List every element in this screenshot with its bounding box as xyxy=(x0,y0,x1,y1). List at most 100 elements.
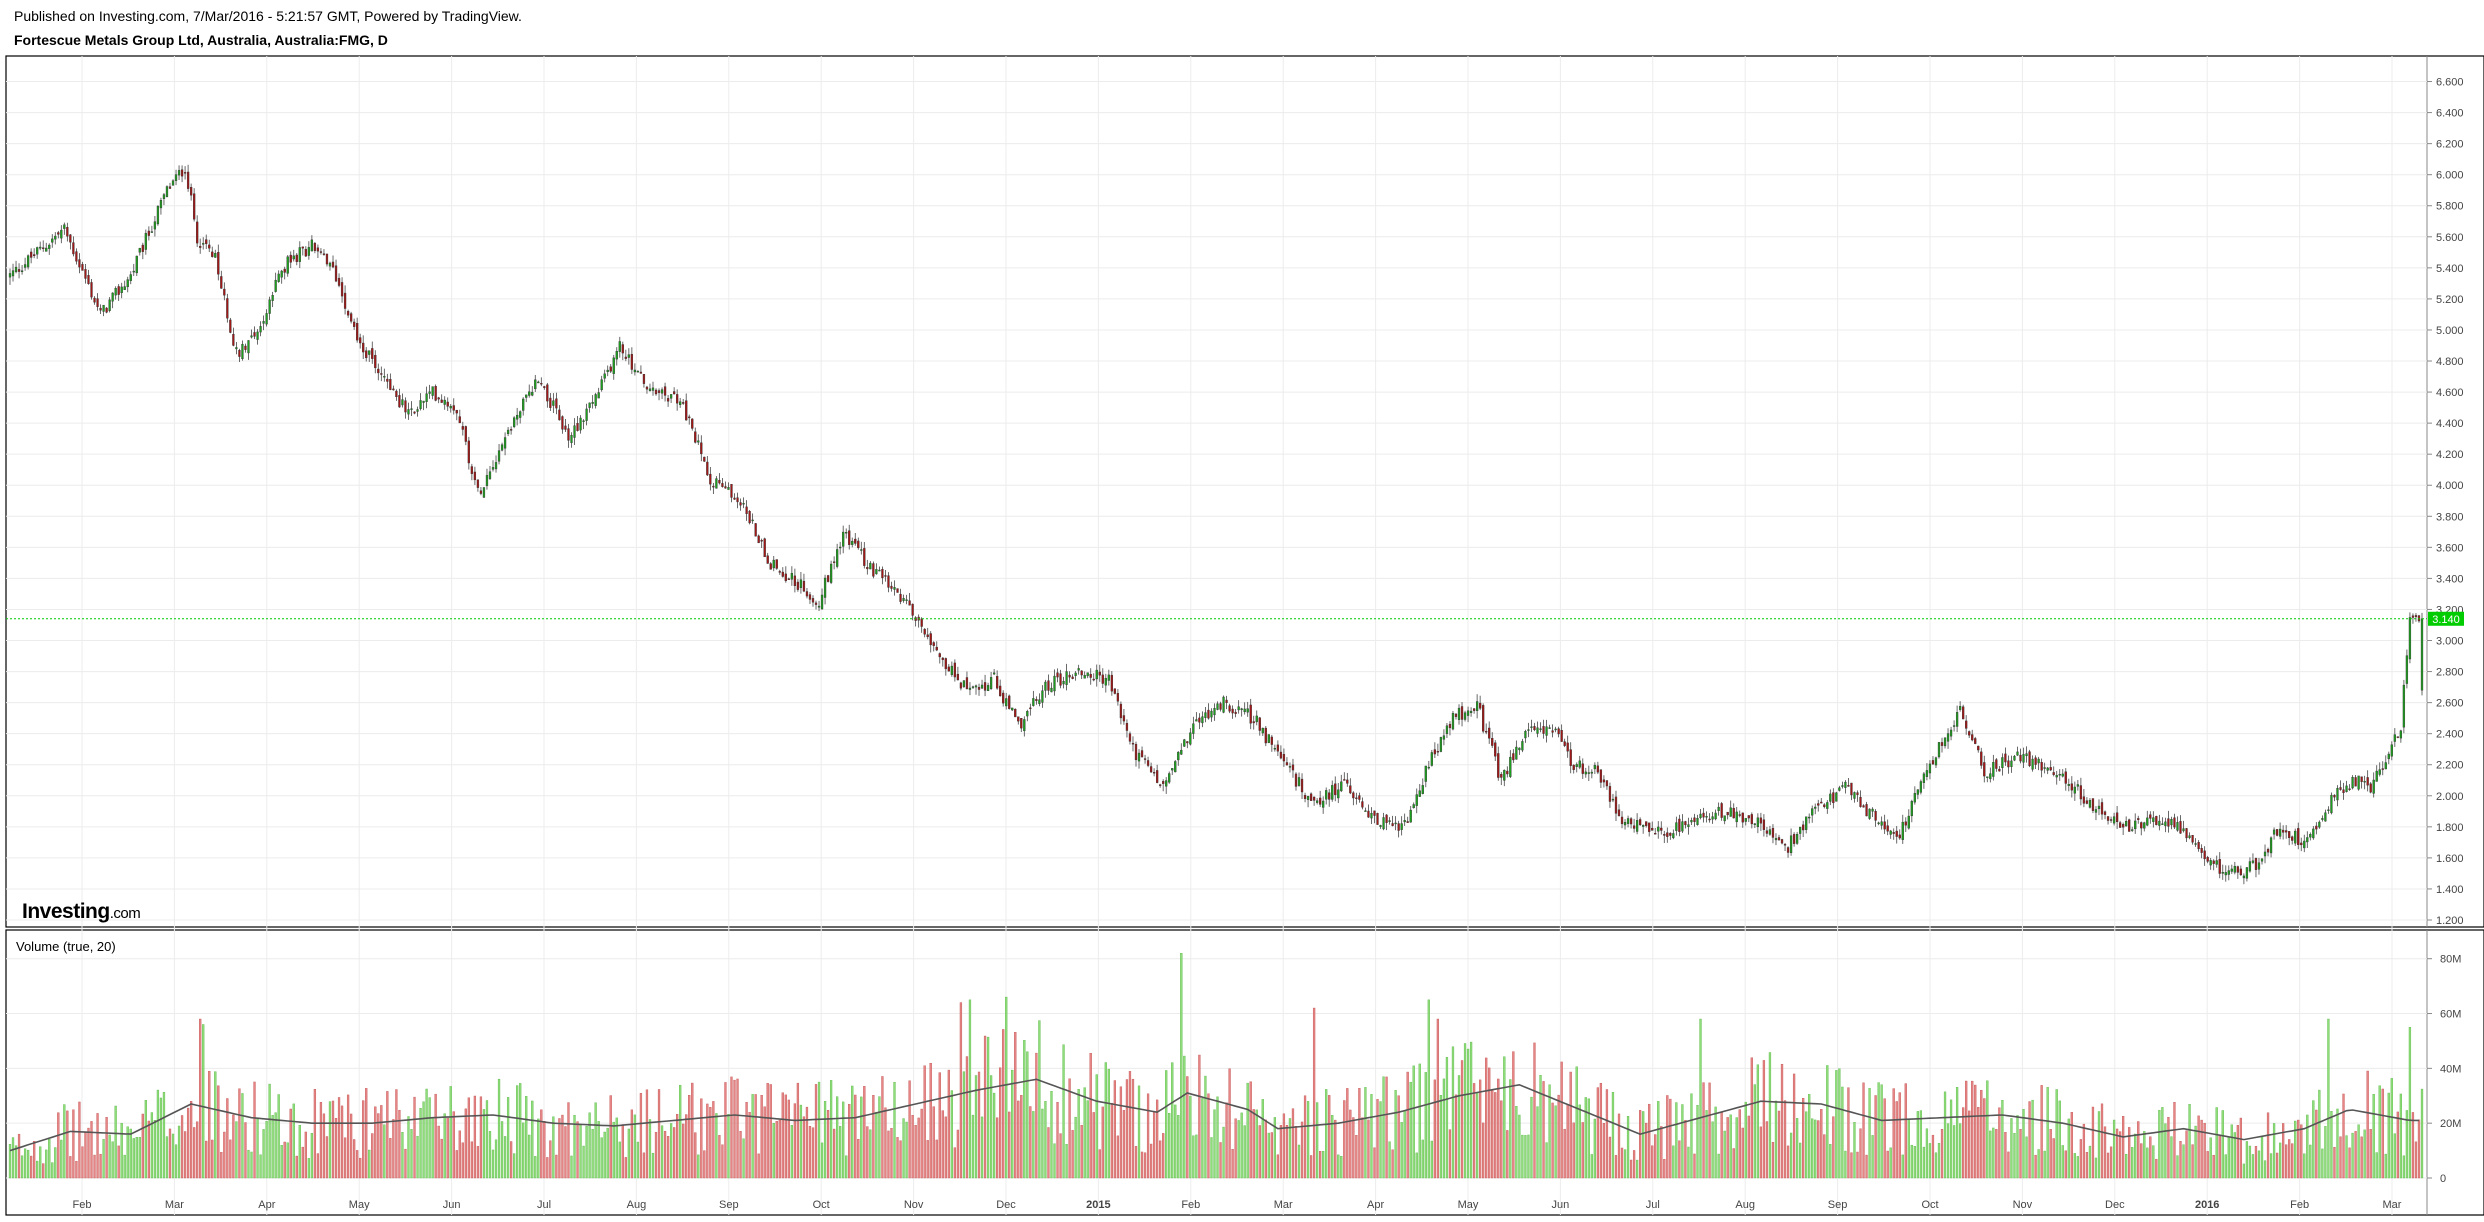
candle-body xyxy=(983,682,987,691)
volume-bar xyxy=(1780,1063,1784,1179)
candle-body xyxy=(1832,792,1835,804)
volume-bar xyxy=(8,1143,12,1179)
volume-bar xyxy=(2028,1101,2031,1179)
candle-body xyxy=(1572,764,1575,770)
candle-body xyxy=(1056,672,1059,678)
volume-bar xyxy=(2233,1132,2236,1179)
volume-bar xyxy=(2097,1111,2101,1179)
candle-body xyxy=(769,563,772,570)
candle-body xyxy=(2103,811,2107,815)
price-panel-frame xyxy=(5,55,2484,928)
volume-bar xyxy=(902,1118,905,1179)
volume-bar xyxy=(2315,1109,2318,1179)
candle-body xyxy=(1026,711,1029,717)
candle-body xyxy=(682,402,685,404)
candle-body xyxy=(1074,672,1077,676)
volume-bar xyxy=(1140,1151,1144,1179)
candle-body xyxy=(2239,868,2243,876)
candle-body xyxy=(1820,801,1823,804)
volume-bar xyxy=(171,1133,175,1179)
volume-bar xyxy=(1210,1137,1213,1179)
candle-body xyxy=(446,401,449,407)
volume-bar xyxy=(1642,1111,1645,1179)
volume-bar xyxy=(425,1088,428,1179)
candle-body xyxy=(817,605,821,608)
candle-body xyxy=(905,599,908,601)
volume-bar xyxy=(2115,1128,2119,1179)
candle-body xyxy=(1424,765,1427,782)
volume-bar xyxy=(1276,1154,1280,1179)
volume-bar xyxy=(1892,1088,1895,1179)
volume-bar xyxy=(657,1089,661,1179)
volume-bar xyxy=(2212,1155,2215,1179)
volume-bar xyxy=(2300,1124,2303,1179)
candle-body xyxy=(706,461,709,476)
volume-bar xyxy=(1958,1123,1962,1179)
volume-bar xyxy=(1291,1108,1295,1179)
volume-bar xyxy=(1128,1071,1132,1179)
candle-body xyxy=(193,193,196,220)
volume-bar xyxy=(778,1120,781,1179)
volume-bar xyxy=(1602,1123,1606,1179)
candle-body xyxy=(2288,831,2291,839)
volume-bar xyxy=(1753,1084,1756,1179)
volume-bar xyxy=(2372,1094,2375,1179)
candle-body xyxy=(2088,800,2092,808)
volume-bar xyxy=(1255,1109,1258,1179)
candle-body xyxy=(2049,767,2052,771)
volume-bar xyxy=(1315,1102,1319,1179)
candle-body xyxy=(636,370,640,373)
volume-bar xyxy=(1560,1061,1563,1179)
candle-body xyxy=(1439,737,1443,752)
candle-body xyxy=(1207,709,1210,719)
candle-body xyxy=(2043,767,2046,769)
volume-bar xyxy=(1364,1087,1367,1179)
candle-body xyxy=(1315,800,1319,803)
volume-bar xyxy=(183,1131,187,1179)
volume-bar xyxy=(1207,1093,1210,1179)
candle-body xyxy=(2272,829,2276,835)
volume-bar xyxy=(1714,1106,1717,1179)
volume-bar xyxy=(1325,1089,1328,1179)
time-tick-label: Mar xyxy=(1274,1199,1293,1211)
candle-body xyxy=(1216,703,1219,710)
candle-body xyxy=(1998,768,2001,772)
candle-body xyxy=(2354,777,2357,787)
candle-body xyxy=(2351,777,2354,789)
candle-body xyxy=(2131,829,2134,831)
volume-bar xyxy=(1681,1104,1684,1179)
candle-body xyxy=(2275,829,2279,836)
candle-body xyxy=(247,340,250,354)
candle-body xyxy=(1249,704,1252,724)
volume-bar xyxy=(1795,1118,1799,1179)
candle-body xyxy=(627,354,630,358)
candle-body xyxy=(1143,758,1147,760)
volume-bar xyxy=(473,1095,477,1179)
volume-bar xyxy=(1777,1110,1781,1179)
volume-bar xyxy=(1234,1118,1237,1179)
candle-body xyxy=(863,548,866,566)
volume-bar xyxy=(697,1154,700,1179)
candle-body xyxy=(1246,708,1249,713)
candle-body xyxy=(2212,860,2215,864)
volume-bar xyxy=(1397,1095,1400,1179)
volume-bar xyxy=(2188,1104,2191,1179)
volume-bar xyxy=(42,1163,45,1179)
candle-body xyxy=(87,275,90,284)
volume-bar xyxy=(1294,1126,1298,1179)
volume-bar xyxy=(733,1079,736,1179)
candle-body xyxy=(1155,770,1159,783)
volume-bar xyxy=(621,1124,624,1179)
volume-bar xyxy=(709,1107,712,1179)
volume-bar xyxy=(2285,1144,2288,1179)
candle-body xyxy=(337,277,341,286)
candle-body xyxy=(1343,779,1346,781)
candle-body xyxy=(1744,818,1747,822)
volume-bar xyxy=(603,1131,606,1179)
candle-body xyxy=(781,571,784,577)
candle-body xyxy=(99,307,102,311)
volume-bar xyxy=(389,1138,392,1179)
candle-body xyxy=(1602,779,1606,783)
volume-bar xyxy=(1041,1108,1044,1179)
